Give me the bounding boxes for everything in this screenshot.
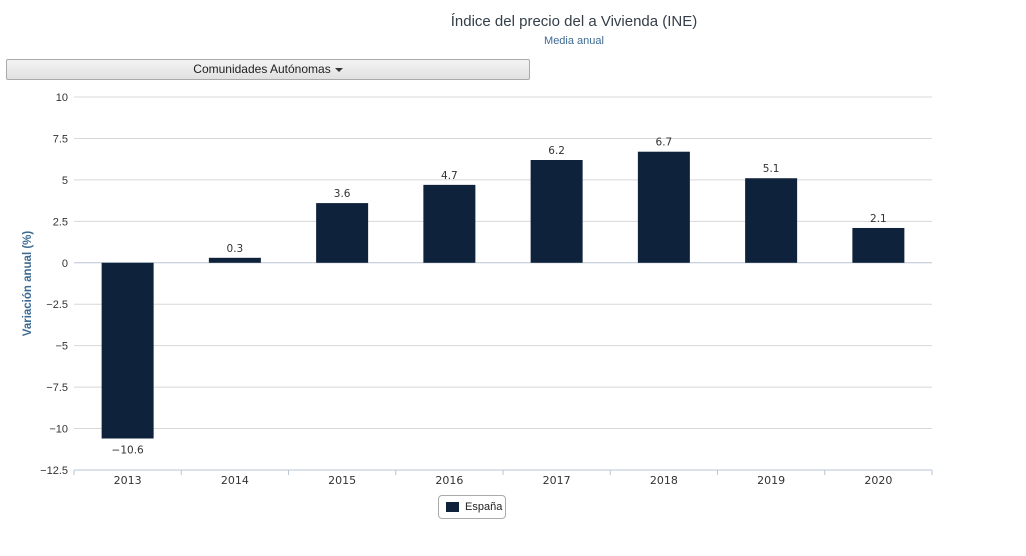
chart-title: Índice del precio del a Vivienda (INE) [450, 13, 698, 30]
chart-subtitle: Media anual [544, 35, 604, 47]
bar [101, 262, 154, 439]
data-label: 4.7 [441, 170, 458, 182]
y-tick-label: 10 [56, 92, 68, 104]
y-tick-label: −12.5 [40, 465, 68, 477]
bar [423, 184, 476, 263]
x-tick-label: 2015 [328, 474, 356, 487]
x-tick-label: 2013 [114, 474, 142, 487]
x-tick-label: 2020 [864, 474, 892, 487]
caret-down-icon [334, 67, 343, 72]
y-axis-title: Variación anual (%) [22, 231, 34, 337]
y-tick-label: −2.5 [46, 299, 68, 311]
x-tick-label: 2017 [543, 474, 571, 487]
region-dropdown[interactable]: Comunidades Autónomas [6, 59, 530, 80]
y-tick-label: −7.5 [46, 382, 68, 394]
bar [637, 151, 690, 263]
x-tick-label: 2016 [435, 474, 463, 487]
bar [745, 178, 798, 263]
x-tick-label: 2014 [221, 474, 249, 487]
data-label: 6.7 [656, 137, 673, 149]
x-tick-label: 2018 [650, 474, 678, 487]
y-tick-label: 0 [62, 258, 68, 270]
y-tick-label: −10 [49, 424, 68, 436]
data-label: 2.1 [870, 213, 887, 225]
data-label: 5.1 [763, 163, 780, 175]
data-label: 0.3 [227, 243, 244, 255]
bar [530, 159, 583, 263]
legend-label: España [465, 501, 503, 513]
bar [852, 227, 905, 263]
y-tick-label: 5 [62, 175, 68, 187]
legend-item-espana[interactable]: España [438, 495, 506, 519]
bar [208, 257, 261, 263]
y-tick-label: 2.5 [53, 216, 68, 228]
legend-swatch [446, 502, 459, 512]
data-label: −10.6 [112, 445, 144, 457]
data-label: 3.6 [334, 188, 351, 200]
y-tick-label: −5 [55, 341, 68, 353]
y-tick-label: 7.5 [53, 133, 68, 145]
bar [316, 203, 369, 263]
region-dropdown-label: Comunidades Autónomas [193, 62, 331, 76]
data-label: 6.2 [548, 145, 565, 157]
x-tick-label: 2019 [757, 474, 785, 487]
